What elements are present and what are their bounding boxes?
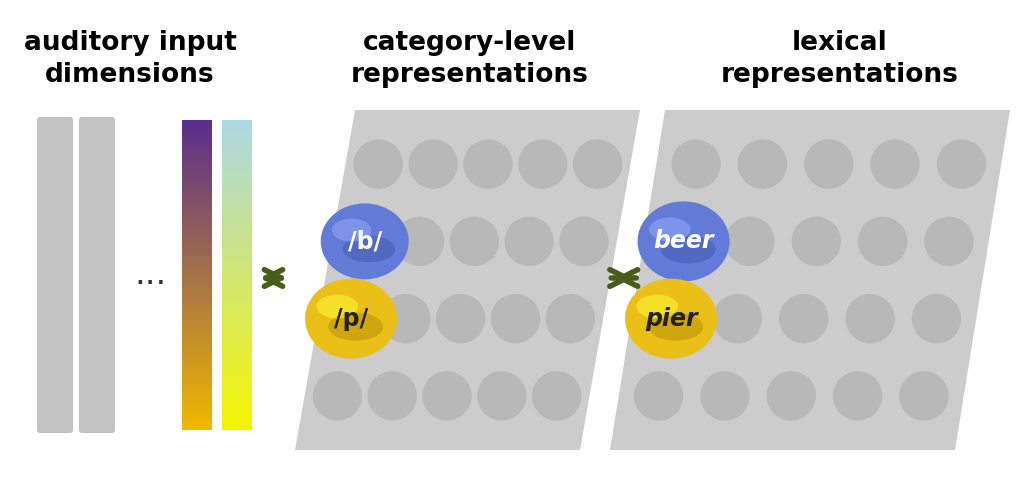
Circle shape [805, 140, 853, 188]
Circle shape [912, 295, 961, 343]
Circle shape [313, 372, 361, 420]
Text: /p/: /p/ [334, 307, 369, 331]
Circle shape [492, 295, 540, 343]
Text: lexical
representations: lexical representations [721, 30, 958, 88]
Circle shape [546, 295, 594, 343]
Circle shape [436, 295, 484, 343]
Circle shape [846, 295, 894, 343]
Circle shape [532, 372, 581, 420]
Circle shape [700, 372, 749, 420]
Ellipse shape [649, 217, 690, 242]
Ellipse shape [638, 201, 729, 281]
Circle shape [395, 217, 443, 265]
Circle shape [871, 140, 920, 188]
Circle shape [937, 140, 985, 188]
Ellipse shape [321, 203, 409, 279]
Circle shape [464, 140, 512, 188]
Circle shape [369, 372, 416, 420]
Circle shape [672, 140, 720, 188]
Circle shape [635, 372, 683, 420]
Circle shape [410, 140, 457, 188]
Circle shape [354, 140, 402, 188]
Ellipse shape [660, 236, 716, 263]
Polygon shape [610, 110, 1010, 450]
Circle shape [382, 295, 430, 343]
Circle shape [925, 217, 973, 265]
Ellipse shape [648, 312, 703, 341]
Text: ...: ... [134, 258, 166, 292]
Circle shape [900, 372, 948, 420]
FancyBboxPatch shape [79, 117, 115, 433]
Ellipse shape [316, 295, 358, 318]
Circle shape [423, 372, 471, 420]
Circle shape [767, 372, 815, 420]
Circle shape [714, 295, 762, 343]
Circle shape [834, 372, 882, 420]
Text: /b/: /b/ [347, 229, 382, 253]
Circle shape [505, 217, 553, 265]
Ellipse shape [343, 236, 395, 262]
Circle shape [726, 217, 774, 265]
Ellipse shape [637, 295, 678, 318]
Text: category-level
representations: category-level representations [351, 30, 589, 88]
Text: beer: beer [653, 229, 714, 253]
Circle shape [738, 140, 786, 188]
Circle shape [451, 217, 499, 265]
Ellipse shape [625, 279, 717, 359]
Ellipse shape [328, 312, 383, 341]
Circle shape [793, 217, 841, 265]
Circle shape [858, 217, 906, 265]
Polygon shape [295, 110, 640, 450]
Text: auditory input
dimensions: auditory input dimensions [24, 30, 237, 88]
Text: pier: pier [645, 307, 697, 331]
FancyBboxPatch shape [37, 117, 73, 433]
Circle shape [560, 217, 608, 265]
Circle shape [573, 140, 622, 188]
Circle shape [478, 372, 526, 420]
Circle shape [779, 295, 827, 343]
Ellipse shape [305, 279, 397, 359]
Circle shape [519, 140, 566, 188]
Ellipse shape [332, 219, 372, 242]
